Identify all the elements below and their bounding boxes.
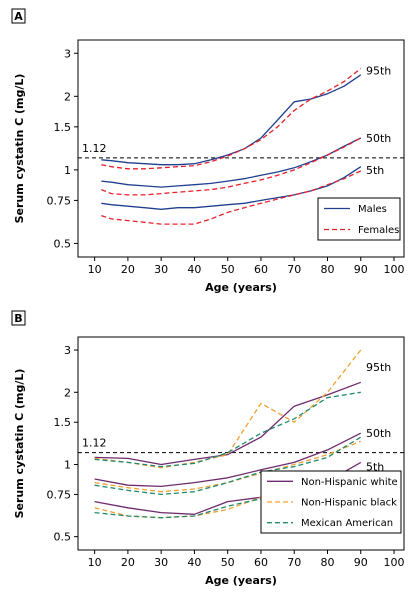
panel-b-x-axis-label: Age (years) (205, 574, 277, 587)
panel-a-x-tick-label: 30 (154, 263, 168, 276)
panel-b-x-tick-label: 100 (384, 556, 405, 569)
panel-b-y-tick-label: 3 (64, 344, 71, 357)
panel-b-x-tick-label: 60 (254, 556, 268, 569)
panel-a-y-axis-label: Serum cystatin C (mg/L) (13, 74, 26, 224)
panel-a-x-axis-label: Age (years) (205, 281, 277, 294)
panel-b-legend-label-mexican-american: Mexican American (301, 518, 393, 529)
panel-b-percentile-label-50th: 50th (366, 427, 391, 440)
panel-b-x-tick-label: 40 (187, 556, 201, 569)
panel-a-x-tick-label: 10 (88, 263, 102, 276)
panel-b-series-mexican-american-50th (94, 436, 362, 496)
panel-a-x-tick-label: 50 (221, 263, 235, 276)
panel-b-y-tick-label: 1.5 (54, 416, 72, 429)
panel-a-x-tick-label: 70 (287, 263, 301, 276)
panel-b-x-tick-label: 70 (287, 556, 301, 569)
panel-a-series-males-95th (101, 74, 362, 166)
panel-b-y-tick-label: 1 (64, 458, 71, 471)
panel-b-x-tick-label: 30 (154, 556, 168, 569)
panel-a-y-tick-label: 0.75 (47, 194, 72, 207)
panel-b-series-non-hispanic-white-50th (94, 432, 362, 488)
panel-a-legend-label-females: Females (358, 225, 399, 236)
panel-b-plot-frame (77, 336, 405, 551)
panel-b-y-tick-label: 0.5 (54, 531, 72, 544)
panel-a-x-tick-label: 40 (187, 263, 201, 276)
panel-b-letter-box (11, 310, 26, 326)
panel-a-percentile-label-95th: 95th (366, 65, 391, 78)
panel-a-series-females-50th (101, 137, 362, 196)
panel-a-y-tick-label: 1.5 (54, 121, 72, 134)
panel-a-series-females-95th (101, 67, 362, 170)
panel-b-series-non-hispanic-black-50th (94, 440, 362, 493)
panel-b-letter: B (14, 312, 22, 325)
panel-b-percentile-label-5th: 5th (366, 461, 384, 474)
panel-a-percentile-label-50th: 50th (366, 132, 391, 145)
panel-b-y-axis-label: Serum cystatin C (mg/L) (13, 369, 26, 519)
panel-b-reference-label: 1.12 (82, 437, 107, 450)
panel-a-x-tick-label: 100 (384, 263, 405, 276)
panel-a-x-tick-label: 90 (354, 263, 368, 276)
panel-b-series-non-hispanic-white-95th (94, 381, 362, 466)
panel-b-legend-label-non-hispanic-white: Non-Hispanic white (301, 477, 398, 488)
panel-b-legend-label-non-hispanic-black: Non-Hispanic black (301, 498, 397, 509)
panel-a-y-tick-label: 2 (64, 90, 71, 103)
panel-b-x-tick-label: 90 (354, 556, 368, 569)
panel-b-x-tick-label: 50 (221, 556, 235, 569)
panel-a-x-tick-label: 60 (254, 263, 268, 276)
panel-b-series-non-hispanic-black-95th (94, 349, 362, 469)
panel-a-series-males-50th (101, 137, 362, 188)
panel-a-percentile-label-5th: 5th (366, 164, 384, 177)
panel-a-legend-label-males: Males (358, 204, 387, 215)
panel-b-x-tick-label: 10 (88, 556, 102, 569)
panel-a-letter-box (11, 8, 26, 24)
panel-a-x-tick-label: 80 (320, 263, 334, 276)
panel-a-y-tick-label: 1 (64, 164, 71, 177)
panel-a-plot-frame (77, 39, 405, 258)
panel-b-x-tick-label: 80 (320, 556, 334, 569)
panel-a-y-tick-label: 3 (64, 47, 71, 60)
panel-a-letter: A (14, 10, 23, 23)
panel-b-x-tick-label: 20 (121, 556, 135, 569)
panel-b-series-mexican-american-95th (94, 391, 361, 468)
panel-a-legend-box (317, 197, 401, 241)
panel-a-y-tick-label: 0.5 (54, 237, 72, 250)
panel-b-y-tick-label: 2 (64, 386, 71, 399)
panel-a-reference-label: 1.12 (82, 142, 107, 155)
panel-a-series-females-5th (101, 170, 362, 225)
panel-b-y-tick-label: 0.75 (47, 488, 72, 501)
panel-a-x-tick-label: 20 (121, 263, 135, 276)
panel-b-percentile-label-95th: 95th (366, 361, 391, 374)
